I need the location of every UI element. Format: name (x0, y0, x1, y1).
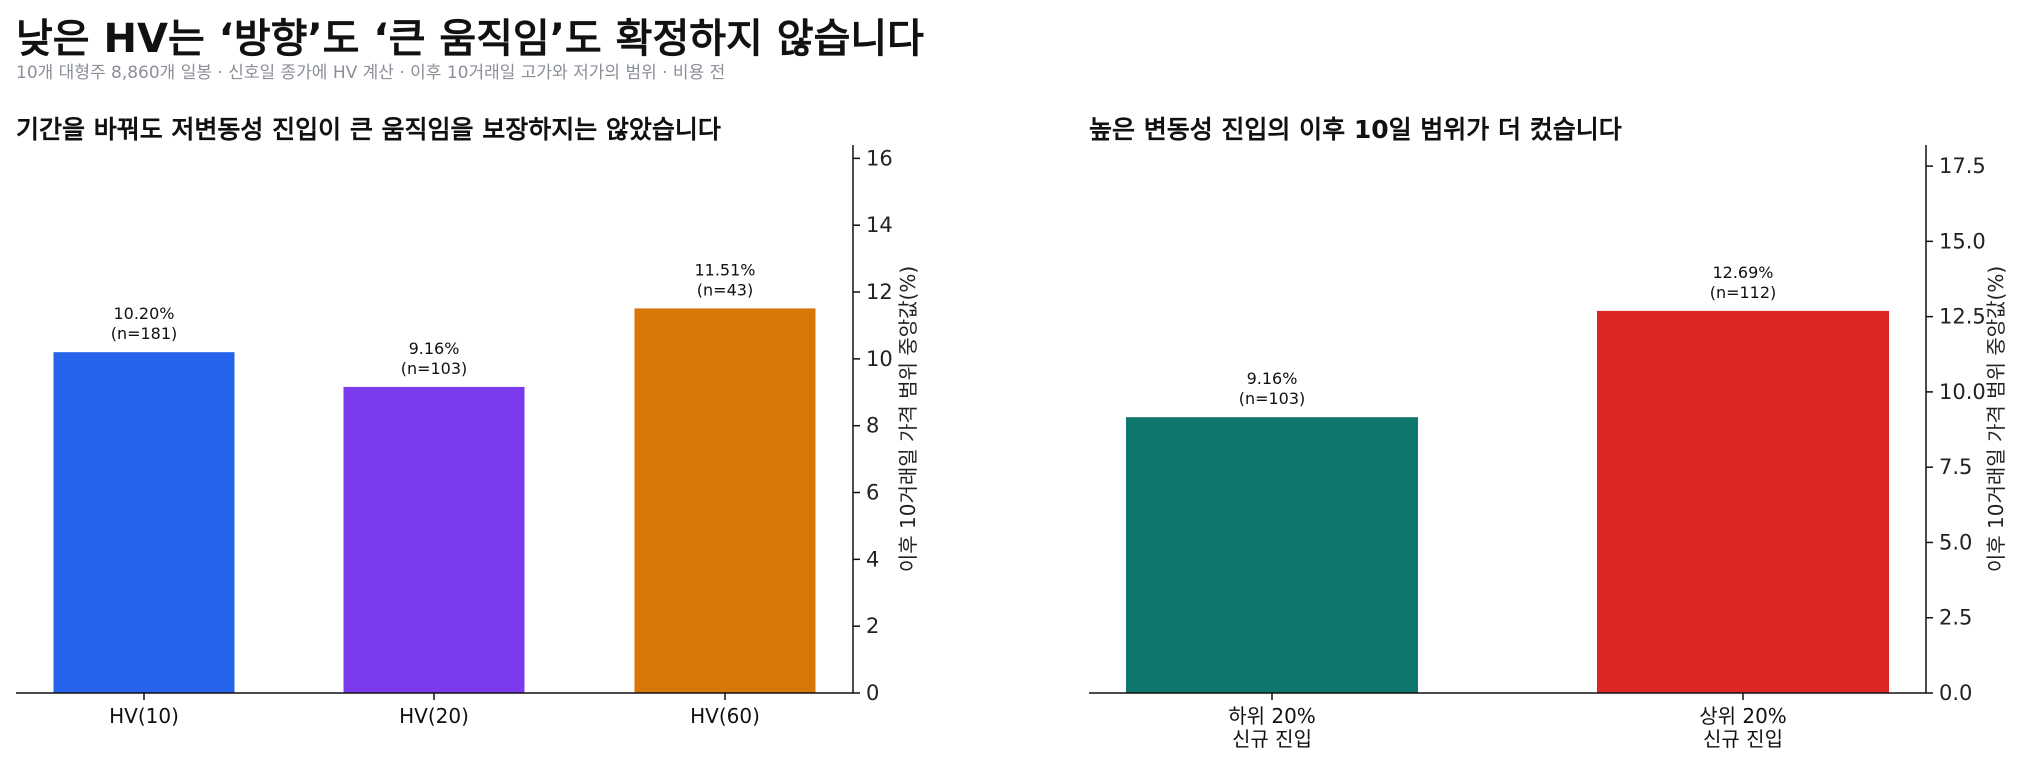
right-x-tick-label-1-0: 상위 20% (1699, 704, 1787, 728)
right-x-tick-label-0-0: 하위 20% (1228, 704, 1316, 728)
right-y-axis-label: 이후 10거래일 가격 범위 중앙값(%) (1984, 266, 2008, 572)
left-y-axis-label: 이후 10거래일 가격 범위 중앙값(%) (896, 266, 920, 572)
left-chart-title: 기간을 바꿔도 저변동성 진입이 큰 움직임을 보장하지는 않았습니다 (16, 115, 721, 144)
left-x-tick-label-2-0: HV(60) (690, 704, 760, 728)
left-bar-2 (634, 308, 816, 693)
right-y-tick-label-3: 7.5 (1939, 455, 1972, 479)
right-y-tick-label-1: 2.5 (1939, 606, 1972, 630)
right-bar-value-label-1: 12.69% (1712, 263, 1773, 282)
right-bar-0 (1126, 417, 1418, 693)
right-y-tick-label-2: 5.0 (1939, 530, 1972, 554)
left-y-tick-label-1: 2 (866, 614, 879, 638)
left-y-tick-label-3: 6 (866, 481, 879, 505)
right-y-tick-label-7: 17.5 (1939, 154, 1986, 178)
right-chart-title: 높은 변동성 진입의 이후 10일 범위가 더 컸습니다 (1089, 115, 1622, 144)
left-y-tick-label-8: 16 (866, 146, 893, 170)
left-bar-n-label-1: (n=103) (401, 359, 468, 378)
page-title: 낮은 HV는 ‘방향’도 ‘큰 움직임’도 확정하지 않습니다 (16, 16, 924, 62)
left-bar-0 (53, 352, 235, 693)
right-bar-n-label-0: (n=103) (1239, 389, 1306, 408)
left-bar-1 (343, 386, 525, 693)
left-bar-value-label-1: 9.16% (409, 339, 460, 358)
left-y-tick-label-4: 8 (866, 414, 879, 438)
right-x-tick-label-1-1: 신규 진입 (1703, 727, 1783, 751)
right-y-tick-label-4: 10.0 (1939, 380, 1986, 404)
right-bar-n-label-1: (n=112) (1710, 283, 1777, 302)
left-y-tick-label-0: 0 (866, 681, 879, 705)
left-y-tick-label-2: 4 (866, 547, 879, 571)
right-y-tick-label-5: 12.5 (1939, 305, 1986, 329)
right-y-tick-label-0: 0.0 (1939, 681, 1972, 705)
right-bar-value-label-0: 9.16% (1247, 369, 1298, 388)
left-x-tick-label-0-0: HV(10) (109, 704, 179, 728)
left-x-tick-label-1-0: HV(20) (399, 704, 469, 728)
left-y-tick-label-5: 10 (866, 347, 893, 371)
left-bar-n-label-0: (n=181) (111, 324, 178, 343)
right-y-tick-label-6: 15.0 (1939, 229, 1986, 253)
left-y-tick-label-6: 12 (866, 280, 893, 304)
right-x-tick-label-0-1: 신규 진입 (1232, 727, 1312, 751)
left-y-tick-label-7: 14 (866, 213, 893, 237)
right-bar-1 (1597, 310, 1889, 693)
left-bar-value-label-2: 11.51% (694, 260, 755, 279)
left-bar-n-label-2: (n=43) (697, 280, 753, 299)
left-bar-value-label-0: 10.20% (113, 304, 174, 323)
page-subtitle: 10개 대형주 8,860개 일봉 · 신호일 종가에 HV 계산 · 이후 1… (16, 63, 726, 83)
